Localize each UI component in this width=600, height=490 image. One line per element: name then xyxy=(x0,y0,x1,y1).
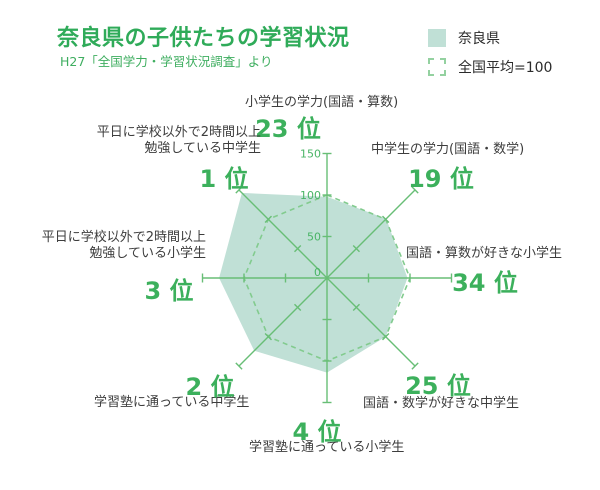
axis-tick-label: 100 xyxy=(300,189,321,202)
legend-item-nara: 奈良県 xyxy=(428,28,552,48)
national-average-swatch-icon xyxy=(428,58,446,76)
rank-elementary-ability: 23 位 xyxy=(255,115,321,143)
legend-item-national-average: 全国平均=100 xyxy=(428,57,552,77)
rank-juniorhigh-ability: 19 位 xyxy=(408,165,474,193)
axis-label-elementary-study-2hours: 平日に学校以外で2時間以上 勉強している小学生 xyxy=(41,230,206,261)
axis-label-juniorhigh-study-2hours: 平日に学校以外で2時間以上 勉強している中学生 xyxy=(96,125,261,156)
axis-tick-label: 50 xyxy=(307,231,321,244)
rank-juniorhigh-like-subjects: 25 位 xyxy=(405,372,471,400)
rank-juniorhigh-study-2hours: 1 位 xyxy=(199,165,249,193)
nara-swatch-icon xyxy=(428,29,446,47)
nara-series-area xyxy=(219,192,408,373)
rank-juniorhigh-cramschool: 2 位 xyxy=(185,373,235,401)
page-title: 奈良県の子供たちの学習状況 xyxy=(57,26,350,51)
axis-label-juniorhigh-cramschool: 学習塾に通っている中学生 xyxy=(94,395,250,410)
axis-label-juniorhigh-like-subjects: 国語・数学が好きな中学生 xyxy=(363,396,520,411)
rank-elementary-study-2hours: 3 位 xyxy=(144,277,194,305)
axis-tick-label: 0 xyxy=(314,266,321,279)
axis-label-elementary-ability: 小学生の学力(国語・算数) xyxy=(245,95,399,110)
rank-elementary-like-subjects: 34 位 xyxy=(452,269,518,297)
axis-label-elementary-cramschool: 学習塾に通っている小学生 xyxy=(249,440,405,455)
page-subtitle: H27「全国学力・学習状況調査」より xyxy=(60,54,273,69)
legend-label-national-average: 全国平均=100 xyxy=(458,60,553,76)
axis-label-juniorhigh-ability: 中学生の学力(国語・数学) xyxy=(371,142,525,157)
legend: 奈良県 全国平均=100 xyxy=(428,28,552,86)
legend-label-nara: 奈良県 xyxy=(458,31,500,47)
rank-elementary-cramschool: 4 位 xyxy=(292,418,342,446)
axis-label-elementary-like-subjects: 国語・算数が好きな小学生 xyxy=(406,246,563,261)
axis-tick-label: 150 xyxy=(300,148,321,161)
